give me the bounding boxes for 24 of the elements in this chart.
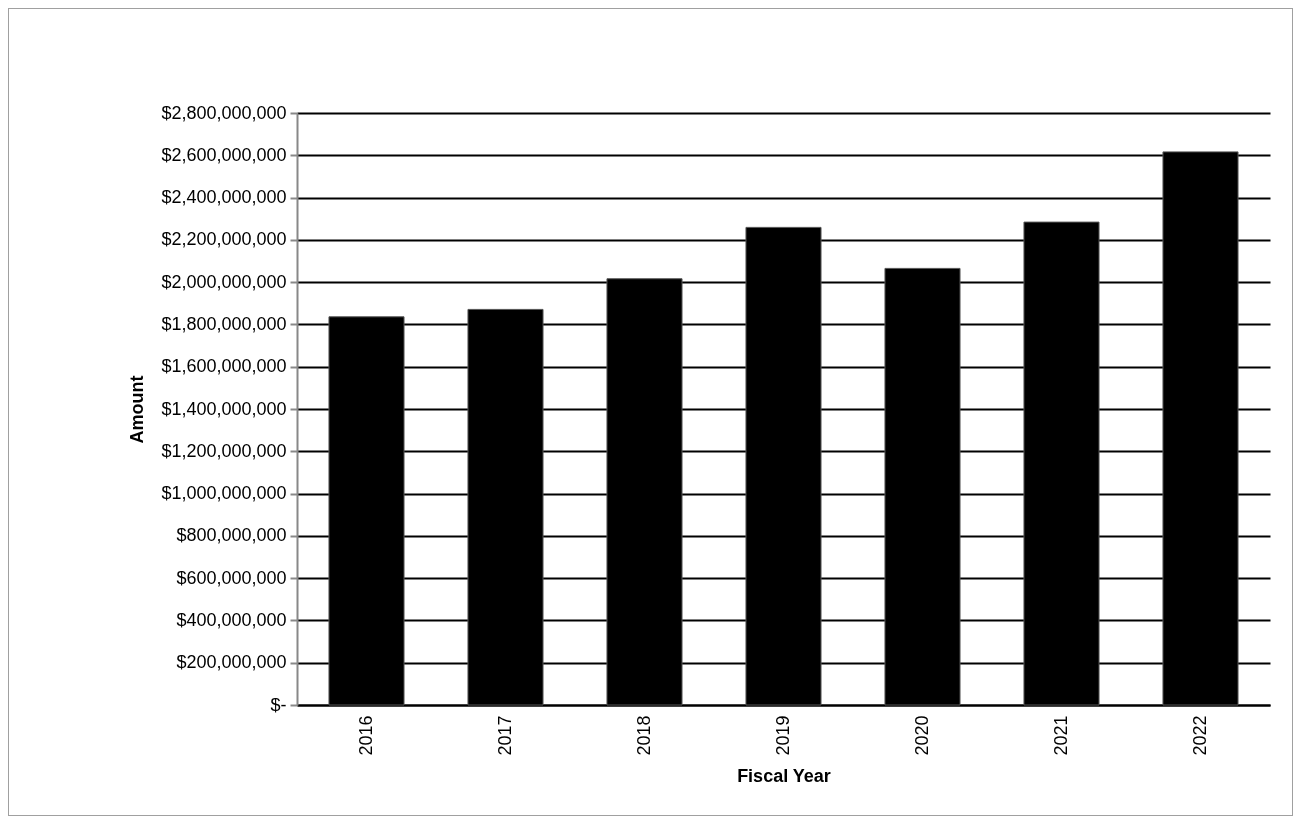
y-tick-label: $2,800,000,000 <box>161 102 287 123</box>
y-tick-label: $1,200,000,000 <box>161 440 287 461</box>
y-axis-title: Amount <box>127 375 148 444</box>
y-tick-label: $800,000,000 <box>176 525 287 546</box>
x-tick-label: 2018 <box>633 715 654 756</box>
y-tick-label: $1,400,000,000 <box>161 398 287 419</box>
x-tick-label: 2021 <box>1050 715 1071 756</box>
y-tick-label: $2,200,000,000 <box>161 229 287 250</box>
x-axis-title: Fiscal Year <box>737 765 831 786</box>
x-tick-label: 2017 <box>494 715 515 756</box>
y-tick-label: $1,800,000,000 <box>161 313 287 334</box>
y-tick-label: $400,000,000 <box>176 609 287 630</box>
y-tick-label: $1,600,000,000 <box>161 356 287 377</box>
y-tick-label: $200,000,000 <box>176 652 287 673</box>
y-tick-label: $- <box>270 694 287 715</box>
x-tick-label: 2020 <box>911 715 932 756</box>
x-tick-label: 2016 <box>355 715 376 756</box>
y-tick-label: $2,600,000,000 <box>161 144 287 165</box>
x-tick-label: 2019 <box>772 715 793 756</box>
y-tick-label: $600,000,000 <box>176 567 287 588</box>
y-tick-label: $2,400,000,000 <box>161 187 287 208</box>
y-tick-label: $2,000,000,000 <box>161 271 287 292</box>
y-tick-label: $1,000,000,000 <box>161 483 287 504</box>
x-tick-label: 2022 <box>1189 715 1210 756</box>
